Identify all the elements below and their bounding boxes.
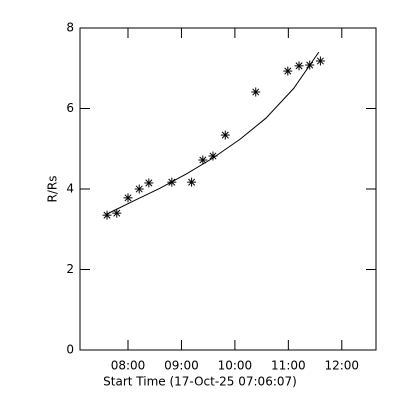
x-tick-label: 12:00 <box>324 359 359 373</box>
asterisk-point <box>123 193 133 203</box>
asterisk-stroke <box>113 209 121 217</box>
asterisk-stroke <box>252 88 260 96</box>
y-tick-label: 0 <box>66 343 74 357</box>
x-tick-label: 10:00 <box>218 359 253 373</box>
x-tick-label: 11:00 <box>271 359 306 373</box>
plot-frame <box>79 27 377 351</box>
asterisk-stroke <box>209 152 217 160</box>
asterisk-point <box>198 155 208 165</box>
asterisk-point <box>144 178 154 188</box>
asterisk-stroke <box>145 179 153 187</box>
asterisk-stroke <box>221 131 229 139</box>
asterisk-stroke <box>284 67 292 75</box>
asterisk-point <box>251 87 261 97</box>
x-tick-label: 09:00 <box>164 359 199 373</box>
y-tick-label: 8 <box>66 21 74 35</box>
asterisk-point <box>220 130 230 140</box>
asterisk-stroke <box>295 62 303 70</box>
asterisk-stroke <box>135 185 143 193</box>
y-axis-label: R/Rs <box>46 176 60 203</box>
asterisk-point <box>283 66 293 76</box>
y-tick-label: 6 <box>66 101 74 115</box>
asterisk-stroke <box>188 178 196 186</box>
asterisk-stroke <box>124 194 132 202</box>
asterisk-point <box>315 56 325 66</box>
asterisk-point <box>134 184 144 194</box>
asterisk-point <box>112 208 122 218</box>
y-tick-label: 4 <box>66 182 74 196</box>
y-tick-label: 2 <box>66 262 74 276</box>
x-tick-label: 08:00 <box>111 359 146 373</box>
asterisk-stroke <box>199 156 207 164</box>
asterisk-point <box>294 61 304 71</box>
x-axis-label: Start Time (17-Oct-25 07:06:07) <box>103 375 297 389</box>
fit-line <box>106 51 320 215</box>
asterisk-stroke <box>316 57 324 65</box>
asterisk-point <box>187 177 197 187</box>
